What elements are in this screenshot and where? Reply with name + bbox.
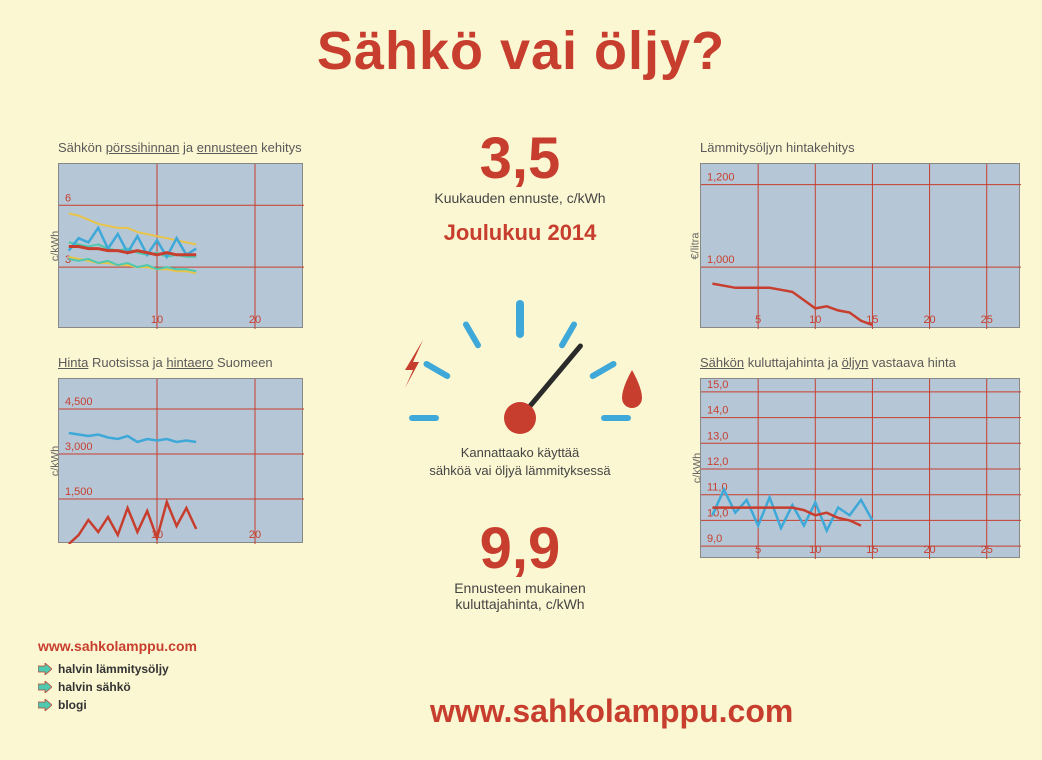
svg-text:5: 5	[755, 314, 761, 326]
page-title: Sähkö vai öljy?	[0, 0, 1042, 82]
svg-text:25: 25	[981, 314, 993, 326]
bottom-value-label: Ennusteen mukainen kuluttajahinta, c/kWh	[345, 580, 695, 612]
top-value-label: Kuukauden ennuste, c/kWh	[345, 190, 695, 206]
footer-links: www.sahkolamppu.com halvin lämmitysöljy h…	[38, 638, 197, 712]
chart1: 361020	[58, 163, 303, 328]
footer-link[interactable]: halvin lämmitysöljy	[38, 662, 197, 676]
svg-text:20: 20	[249, 529, 261, 541]
layout-grid: Sähkön pörssihinnan ja ennusteen kehitys…	[0, 130, 1042, 720]
svg-text:15,0: 15,0	[707, 379, 728, 391]
svg-text:15: 15	[866, 544, 878, 556]
center-column: 3,5 Kuukauden ennuste, c/kWh Joulukuu 20…	[345, 130, 695, 612]
top-value: 3,5	[345, 130, 695, 188]
svg-text:20: 20	[923, 314, 935, 326]
footer-site-link[interactable]: www.sahkolamppu.com	[38, 638, 197, 654]
chart4: 9,010,011,012,013,014,015,0510152025	[700, 378, 1020, 558]
svg-text:14,0: 14,0	[707, 405, 728, 417]
svg-text:12,0: 12,0	[707, 456, 728, 468]
arrow-icon	[38, 663, 52, 675]
chart2-block: Hinta Ruotsissa ja hintaero Suomeen c/kW…	[58, 355, 303, 543]
svg-text:1,200: 1,200	[707, 172, 735, 184]
chart2-title: Hinta Ruotsissa ja hintaero Suomeen	[58, 355, 303, 370]
svg-text:20: 20	[923, 544, 935, 556]
svg-text:10: 10	[809, 544, 821, 556]
chart3-title: Lämmitysöljyn hintakehitys	[700, 140, 1020, 155]
svg-text:20: 20	[249, 314, 261, 326]
svg-text:1,000: 1,000	[707, 254, 735, 266]
chart4-title: Sähkön kuluttajahinta ja öljyn vastaava …	[700, 355, 1020, 370]
svg-text:25: 25	[981, 544, 993, 556]
chart3-block: Lämmitysöljyn hintakehitys €/litra 1,000…	[700, 140, 1020, 328]
chart1-title: Sähkön pörssihinnan ja ennusteen kehitys	[58, 140, 303, 155]
month-label: Joulukuu 2014	[345, 220, 695, 246]
footer-link[interactable]: halvin sähkö	[38, 680, 197, 694]
svg-text:3,000: 3,000	[65, 441, 93, 453]
arrow-icon	[38, 681, 52, 693]
big-url[interactable]: www.sahkolamppu.com	[430, 693, 793, 730]
svg-text:4,500: 4,500	[65, 396, 93, 408]
svg-text:5: 5	[755, 544, 761, 556]
chart3: 1,0001,200510152025	[700, 163, 1020, 328]
footer-link[interactable]: blogi	[38, 698, 197, 712]
gauge	[345, 258, 695, 438]
arrow-icon	[38, 699, 52, 711]
svg-text:10: 10	[809, 314, 821, 326]
svg-text:9,0: 9,0	[707, 533, 722, 545]
svg-text:13,0: 13,0	[707, 430, 728, 442]
svg-text:6: 6	[65, 192, 71, 204]
svg-text:1,500: 1,500	[65, 486, 93, 498]
bottom-value: 9,9	[345, 520, 695, 578]
chart4-block: Sähkön kuluttajahinta ja öljyn vastaava …	[700, 355, 1020, 558]
chart1-block: Sähkön pörssihinnan ja ennusteen kehitys…	[58, 140, 303, 328]
chart2: 1,5003,0004,5001020	[58, 378, 303, 543]
svg-text:10: 10	[151, 314, 163, 326]
gauge-question: Kannattaako käyttää sähköä vai öljyä läm…	[345, 444, 695, 480]
svg-text:10,0: 10,0	[707, 507, 728, 519]
